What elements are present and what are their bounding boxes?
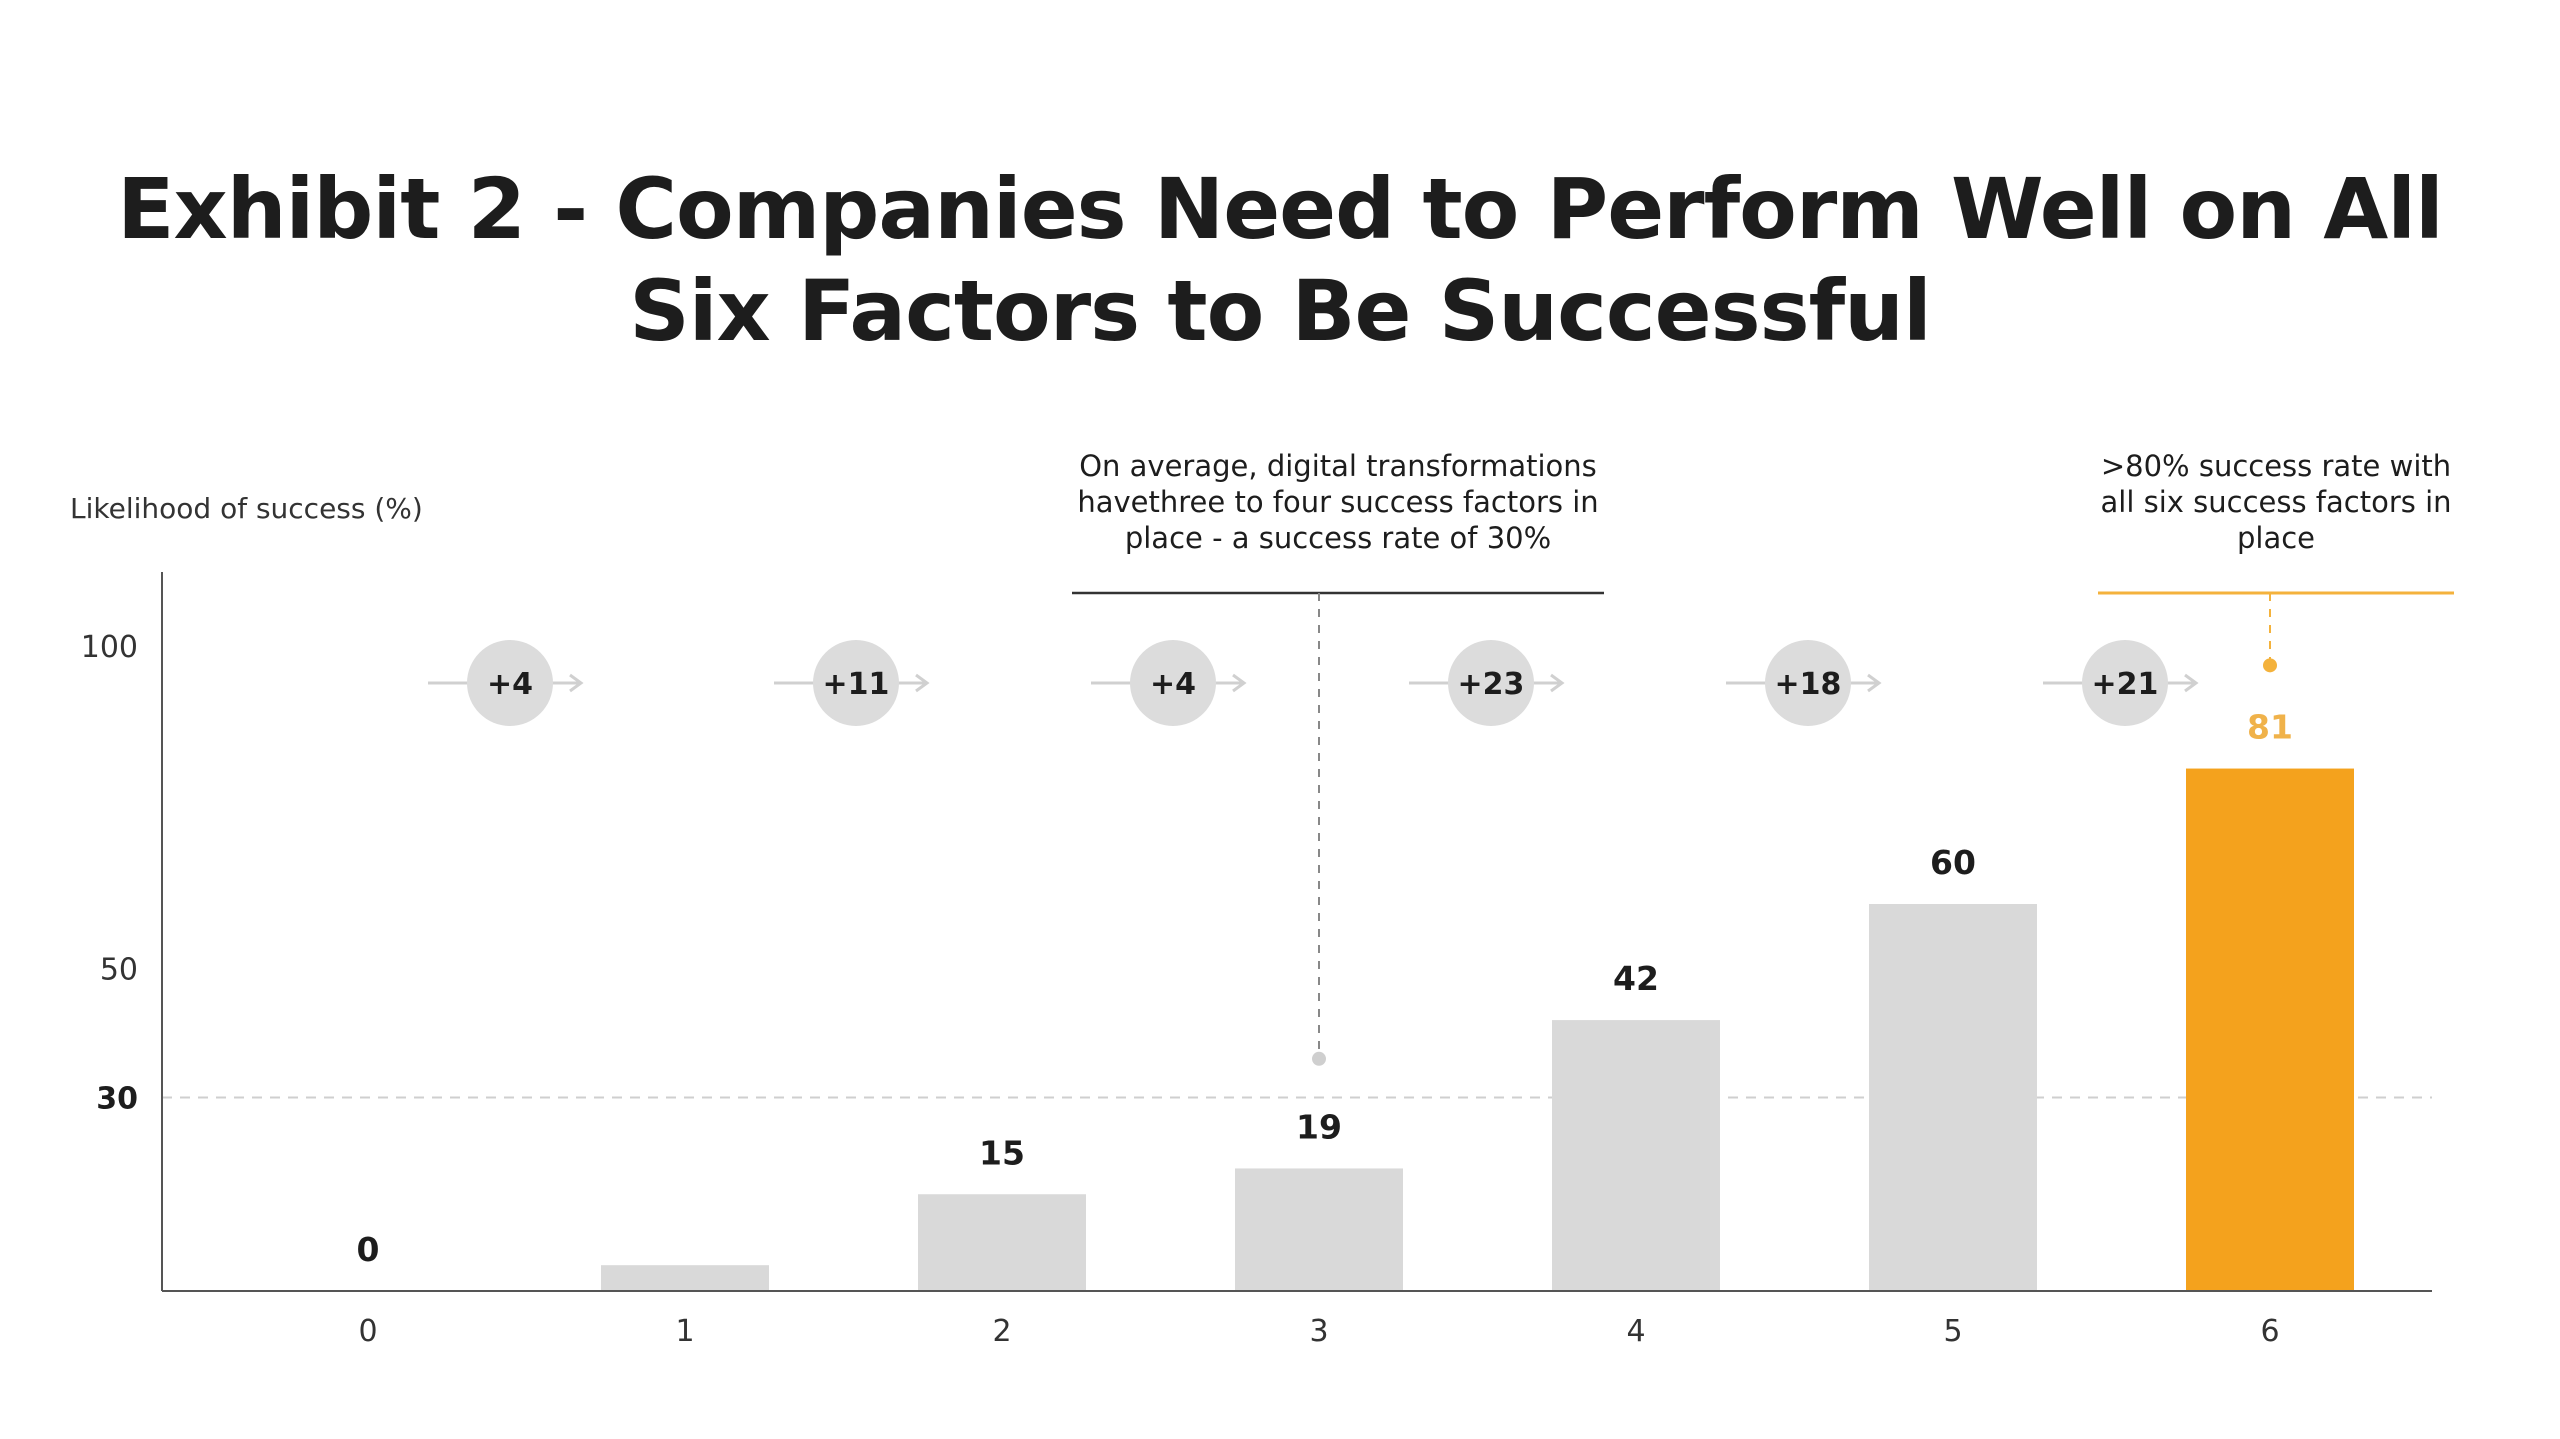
value-label-3: 19	[1296, 1107, 1342, 1146]
increment-label: +23	[1458, 667, 1525, 702]
increment-arrow-head	[1867, 673, 1882, 693]
increment-3: +4	[1091, 640, 1247, 726]
increment-label: +4	[487, 667, 533, 702]
y-tick-30: 30	[96, 1082, 138, 1117]
value-label-4: 42	[1613, 959, 1659, 998]
axes-group	[161, 572, 2432, 1292]
y-tick-50: 50	[100, 953, 138, 988]
annotation-text: >80% success rate with all six success fa…	[2100, 449, 2451, 555]
increment-label: +18	[1775, 667, 1842, 702]
bars-group	[601, 768, 2354, 1291]
y-tick-100: 100	[81, 630, 138, 665]
page-title: Exhibit 2 - Companies Need to Perform We…	[0, 158, 2560, 362]
x-tick-3: 3	[1309, 1314, 1328, 1349]
bar-6	[2186, 768, 2354, 1291]
x-ticks-group: 0 1 2 3 4 5 6	[358, 1314, 2279, 1349]
increment-bubble	[1448, 640, 1534, 726]
increment-bubble	[2082, 640, 2168, 726]
increment-bubble	[1765, 640, 1851, 726]
bar-1	[601, 1265, 769, 1291]
bar-3	[1235, 1168, 1403, 1291]
x-tick-6: 6	[2260, 1314, 2279, 1349]
annotation-line-3: place - a success rate of 30%	[1125, 521, 1551, 555]
annotation-text: On average, digital transformations havet…	[1077, 449, 1598, 555]
increment-6: +21	[2043, 640, 2199, 726]
increment-2: +11	[774, 640, 930, 726]
y-ticks-group: 30 50 100	[81, 630, 138, 1117]
bar-4	[1552, 1020, 1720, 1291]
annotation-dot	[1312, 1051, 1326, 1066]
value-label-0: 0	[357, 1230, 380, 1269]
annotation-line-1: On average, digital transformations	[1079, 449, 1597, 483]
annotation-line-2: all six success factors in	[2100, 485, 2451, 519]
annotation-line-1: >80% success rate with	[2101, 449, 2451, 483]
bar-2	[918, 1194, 1086, 1291]
increment-bubble	[813, 640, 899, 726]
value-label-5: 60	[1930, 843, 1976, 882]
x-tick-0: 0	[358, 1314, 377, 1349]
title-line-2: Six Factors to Be Successful	[629, 262, 1932, 360]
value-labels-group: 0 15 19 42 60 81	[357, 708, 2293, 1269]
annotations-group: On average, digital transformations havet…	[1072, 449, 2454, 1066]
increment-1: +4	[428, 640, 584, 726]
increment-label: +11	[823, 667, 890, 702]
x-tick-4: 4	[1626, 1314, 1645, 1349]
increment-arrow-head	[1232, 673, 1247, 693]
increment-arrow-head	[2184, 673, 2199, 693]
increment-label: +21	[2092, 667, 2159, 702]
x-tick-1: 1	[675, 1314, 694, 1349]
increment-5: +18	[1726, 640, 1882, 726]
increments-group: +4 +11 +4 +23 +18 +21	[428, 640, 2199, 726]
value-label-2: 15	[979, 1133, 1025, 1172]
x-tick-5: 5	[1943, 1314, 1962, 1349]
annotation-line-3: place	[2237, 521, 2315, 555]
x-tick-2: 2	[992, 1314, 1011, 1349]
increment-arrow-head	[915, 673, 930, 693]
annotation-1: On average, digital transformations havet…	[1072, 449, 1604, 1066]
annotation-2: >80% success rate with all six success fa…	[2098, 449, 2454, 673]
value-label-6: 81	[2247, 708, 2293, 747]
increment-arrow-head	[569, 673, 584, 693]
increment-arrow-head	[1550, 673, 1565, 693]
increment-bubble	[467, 640, 553, 726]
increment-label: +4	[1150, 667, 1196, 702]
increment-4: +23	[1409, 640, 1565, 726]
increment-bubble	[1130, 640, 1216, 726]
title-line-1: Exhibit 2 - Companies Need to Perform We…	[117, 160, 2444, 258]
y-axis-title: Likelihood of success (%)	[70, 492, 423, 525]
bar-5	[1869, 904, 2037, 1291]
annotation-dot	[2263, 658, 2277, 673]
annotation-line-2: havethree to four success factors in	[1077, 485, 1598, 519]
